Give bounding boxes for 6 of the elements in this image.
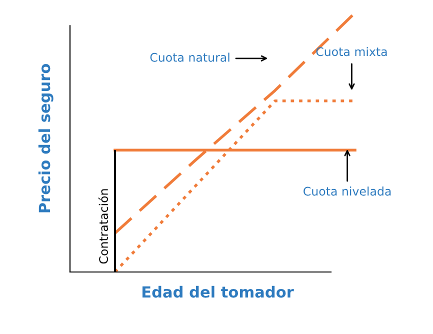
annotation: Cuota mixta: [316, 46, 387, 56]
y-axis-title: Precio del seguro: [38, 64, 54, 212]
x-axis-title: Edad del tomador: [142, 286, 294, 298]
annotation: Contratación: [98, 189, 108, 264]
annotation: Cuota nivelada: [304, 186, 391, 196]
annotation: Cuota natural: [150, 52, 230, 62]
